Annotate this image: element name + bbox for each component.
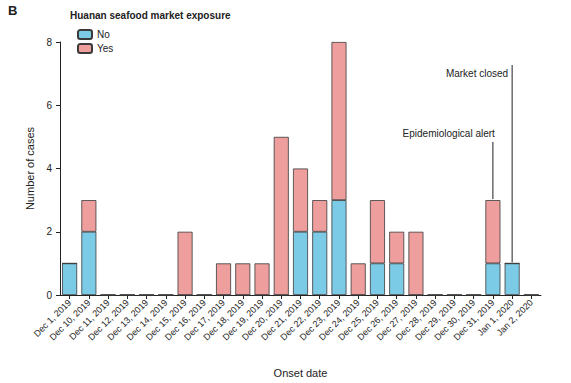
svg-text:2: 2: [46, 226, 52, 237]
svg-text:Jan 1, 2020: Jan 1, 2020: [475, 297, 516, 338]
svg-text:4: 4: [46, 163, 52, 174]
svg-text:No: No: [97, 29, 110, 40]
svg-text:Dec 21, 2019: Dec 21, 2019: [259, 297, 304, 343]
svg-text:Dec 31, 2019: Dec 31, 2019: [451, 297, 497, 343]
svg-text:Dec 25, 2019: Dec 25, 2019: [336, 297, 381, 343]
svg-text:B: B: [8, 3, 17, 18]
svg-text:Dec 16, 2019: Dec 16, 2019: [163, 297, 208, 343]
svg-text:Dec 18, 2019: Dec 18, 2019: [201, 297, 247, 343]
svg-text:8: 8: [46, 37, 52, 48]
svg-text:Dec 19, 2019: Dec 19, 2019: [220, 297, 266, 343]
svg-text:Dec 13, 2019: Dec 13, 2019: [105, 297, 151, 343]
svg-text:Dec 12, 2019: Dec 12, 2019: [86, 297, 131, 343]
svg-text:Dec 20, 2019: Dec 20, 2019: [239, 297, 285, 343]
svg-text:Dec 17, 2019: Dec 17, 2019: [182, 297, 228, 343]
svg-text:Dec 14, 2019: Dec 14, 2019: [124, 297, 170, 343]
svg-text:Dec 15, 2019: Dec 15, 2019: [143, 297, 189, 343]
svg-text:Dec 10, 2019: Dec 10, 2019: [47, 297, 93, 343]
svg-text:Epidemiological alert: Epidemiological alert: [403, 128, 495, 139]
svg-text:Dec 24, 2019: Dec 24, 2019: [316, 297, 362, 343]
svg-text:Dec 29, 2019: Dec 29, 2019: [413, 297, 458, 343]
svg-text:Dec 23, 2019: Dec 23, 2019: [297, 297, 343, 343]
svg-text:Dec 30, 2019: Dec 30, 2019: [432, 297, 478, 343]
svg-text:Dec 1, 2019: Dec 1, 2019: [31, 297, 74, 339]
svg-text:Dec 28, 2019: Dec 28, 2019: [393, 297, 439, 343]
svg-text:Dec 11, 2019: Dec 11, 2019: [67, 297, 112, 342]
svg-text:Market closed: Market closed: [446, 68, 508, 79]
svg-text:Yes: Yes: [97, 43, 113, 54]
svg-text:Onset date: Onset date: [274, 367, 328, 379]
svg-text:Dec 27, 2019: Dec 27, 2019: [374, 297, 420, 343]
svg-text:Number of cases: Number of cases: [24, 126, 36, 210]
svg-text:Jan 2, 2020: Jan 2, 2020: [495, 297, 535, 337]
svg-text:Dec 26, 2019: Dec 26, 2019: [355, 297, 401, 343]
svg-text:0: 0: [46, 290, 52, 301]
svg-text:Huanan seafood market exposure: Huanan seafood market exposure: [70, 10, 231, 21]
svg-text:6: 6: [46, 100, 52, 111]
svg-text:Dec 22, 2019: Dec 22, 2019: [278, 297, 324, 343]
